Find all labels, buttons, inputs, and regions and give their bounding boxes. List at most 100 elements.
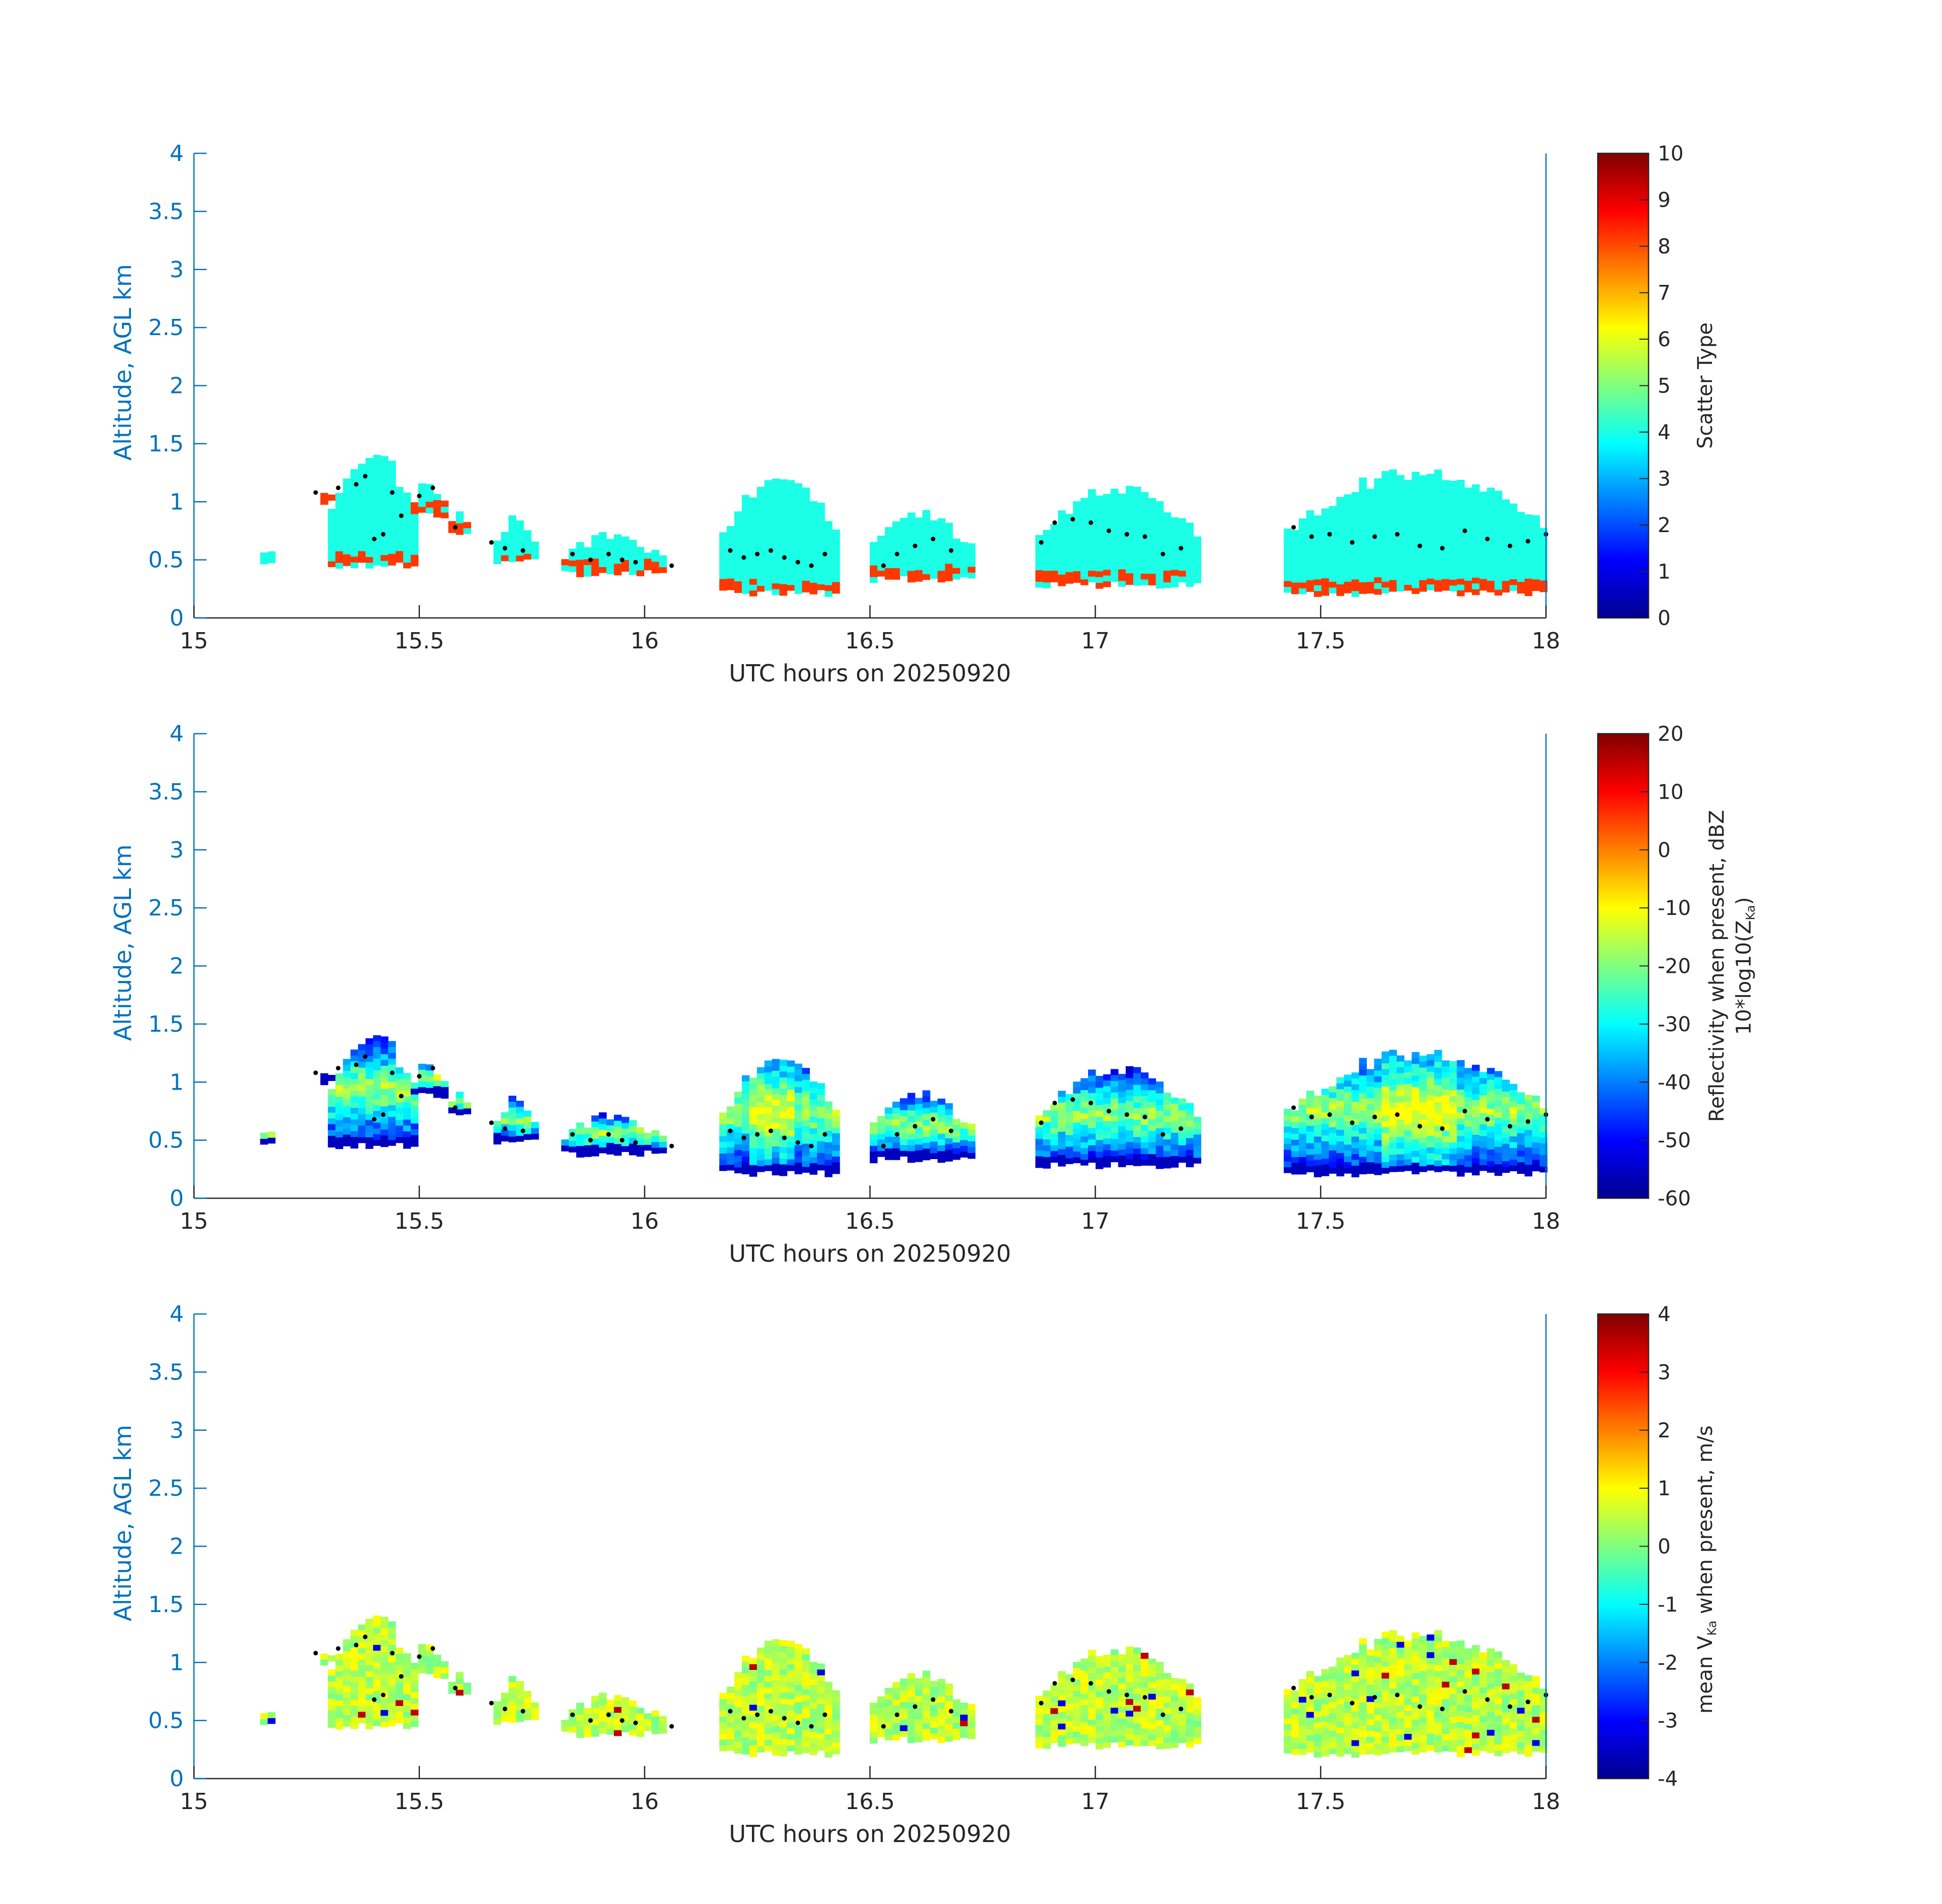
heatmap-cell xyxy=(794,1162,803,1169)
heatmap-cell xyxy=(1494,1135,1502,1141)
heatmap-cell xyxy=(1321,1698,1329,1704)
heatmap-cell xyxy=(1148,1717,1156,1723)
colorbar-tick-label: -60 xyxy=(1658,1187,1691,1210)
heatmap-cell xyxy=(1396,1642,1405,1648)
heatmap-cell xyxy=(1329,587,1337,594)
heatmap-cell xyxy=(1080,1699,1089,1705)
heatmap-cell xyxy=(1065,1152,1073,1159)
heatmap-cell xyxy=(756,1723,765,1729)
heatmap-cell xyxy=(1427,1147,1435,1154)
heatmap-cell xyxy=(260,1713,268,1719)
heatmap-cell xyxy=(1126,1652,1134,1659)
heatmap-cell xyxy=(1381,546,1390,553)
heatmap-cell xyxy=(1396,545,1405,551)
heatmap-cell xyxy=(1065,519,1073,526)
heatmap-cell xyxy=(1509,503,1518,510)
heatmap-cell xyxy=(599,1141,607,1147)
heatmap-cell xyxy=(1366,1719,1374,1725)
heatmap-cell xyxy=(343,1099,351,1106)
heatmap-cell xyxy=(1118,540,1126,546)
heatmap-cell xyxy=(825,1728,833,1734)
heatmap-cell xyxy=(1321,1118,1329,1124)
heatmap-cell xyxy=(742,1731,750,1737)
heatmap-cell xyxy=(1434,568,1442,575)
heatmap-cell xyxy=(1472,1750,1480,1756)
heatmap-cell xyxy=(1487,545,1495,552)
heatmap-cell xyxy=(410,1094,419,1101)
heatmap-cell xyxy=(1148,1688,1156,1694)
heatmap-cell xyxy=(1291,576,1299,583)
heatmap-cell xyxy=(764,1107,772,1113)
heatmap-cell xyxy=(1419,1056,1427,1062)
heatmap-cell xyxy=(1494,1715,1502,1722)
heatmap-cell xyxy=(1404,1072,1412,1078)
mixing-height-point xyxy=(381,532,386,537)
heatmap-cell xyxy=(832,1696,840,1702)
heatmap-cell xyxy=(410,1140,419,1147)
heatmap-cell xyxy=(425,501,434,508)
heatmap-cell xyxy=(410,1100,419,1106)
heatmap-cell xyxy=(343,1639,351,1646)
heatmap-cell xyxy=(742,576,750,582)
heatmap-cell xyxy=(1306,1108,1314,1114)
heatmap-cell xyxy=(772,478,780,485)
heatmap-cell xyxy=(1156,1151,1164,1158)
heatmap-cell xyxy=(1374,1081,1382,1088)
heatmap-cell xyxy=(1464,522,1472,529)
heatmap-cell xyxy=(1050,530,1059,536)
heatmap-cell xyxy=(1479,1147,1488,1154)
heatmap-cell xyxy=(1502,1137,1510,1144)
heatmap-cell xyxy=(380,1123,388,1130)
heatmap-cell xyxy=(1163,535,1171,542)
heatmap-cell xyxy=(388,1058,396,1065)
heatmap-cell xyxy=(1509,521,1518,527)
heatmap-cell xyxy=(651,550,660,556)
heatmap-cell xyxy=(1103,1724,1111,1731)
heatmap-cell xyxy=(1517,587,1525,594)
heatmap-cell xyxy=(749,1669,758,1676)
heatmap-cell xyxy=(1524,590,1533,596)
heatmap-cell xyxy=(1163,553,1171,560)
heatmap-cell xyxy=(1419,556,1427,563)
heatmap-cell xyxy=(1487,580,1495,587)
heatmap-cell xyxy=(1035,570,1043,576)
heatmap-cell xyxy=(629,545,637,552)
heatmap-cell xyxy=(1494,1123,1502,1130)
mixing-height-point xyxy=(931,1117,936,1122)
heatmap-cell xyxy=(817,514,825,520)
heatmap-cell xyxy=(907,1673,915,1680)
heatmap-cell xyxy=(1329,506,1337,512)
heatmap-cell xyxy=(1494,1094,1502,1101)
heatmap-cell xyxy=(1186,1741,1194,1748)
heatmap-cell xyxy=(1464,1114,1472,1121)
heatmap-cell xyxy=(1080,1101,1089,1108)
heatmap-cell xyxy=(1344,1701,1352,1708)
heatmap-cell xyxy=(1449,1641,1457,1648)
heatmap-cell xyxy=(945,1114,953,1121)
heatmap-cell xyxy=(945,1724,953,1730)
heatmap-cell xyxy=(1329,512,1337,518)
heatmap-cell xyxy=(1336,1124,1344,1130)
heatmap-cell xyxy=(1095,1685,1104,1692)
y-tick-label: 1.5 xyxy=(148,1011,184,1037)
heatmap-cell xyxy=(1396,515,1405,522)
heatmap-cell xyxy=(614,546,622,552)
heatmap-cell xyxy=(1502,1103,1510,1109)
heatmap-cell xyxy=(1366,564,1374,571)
heatmap-cell xyxy=(1381,1092,1390,1098)
heatmap-cell xyxy=(1366,1655,1374,1661)
heatmap-cell xyxy=(1073,536,1081,542)
mixing-height-point xyxy=(768,548,773,553)
heatmap-cell xyxy=(1110,1109,1118,1116)
heatmap-cell xyxy=(614,551,622,558)
heatmap-cell xyxy=(794,564,803,571)
heatmap-cell xyxy=(501,1118,509,1124)
heatmap-cell xyxy=(1321,1141,1329,1147)
heatmap-cell xyxy=(742,559,750,565)
heatmap-cell xyxy=(1464,516,1472,523)
heatmap-cell xyxy=(742,1087,750,1093)
heatmap-cell xyxy=(952,1699,961,1705)
heatmap-cell xyxy=(787,1066,795,1073)
heatmap-cell xyxy=(268,557,276,564)
heatmap-cell xyxy=(1110,1690,1118,1696)
